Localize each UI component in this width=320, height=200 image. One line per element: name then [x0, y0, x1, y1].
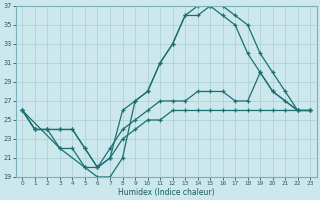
X-axis label: Humidex (Indice chaleur): Humidex (Indice chaleur)	[118, 188, 215, 197]
